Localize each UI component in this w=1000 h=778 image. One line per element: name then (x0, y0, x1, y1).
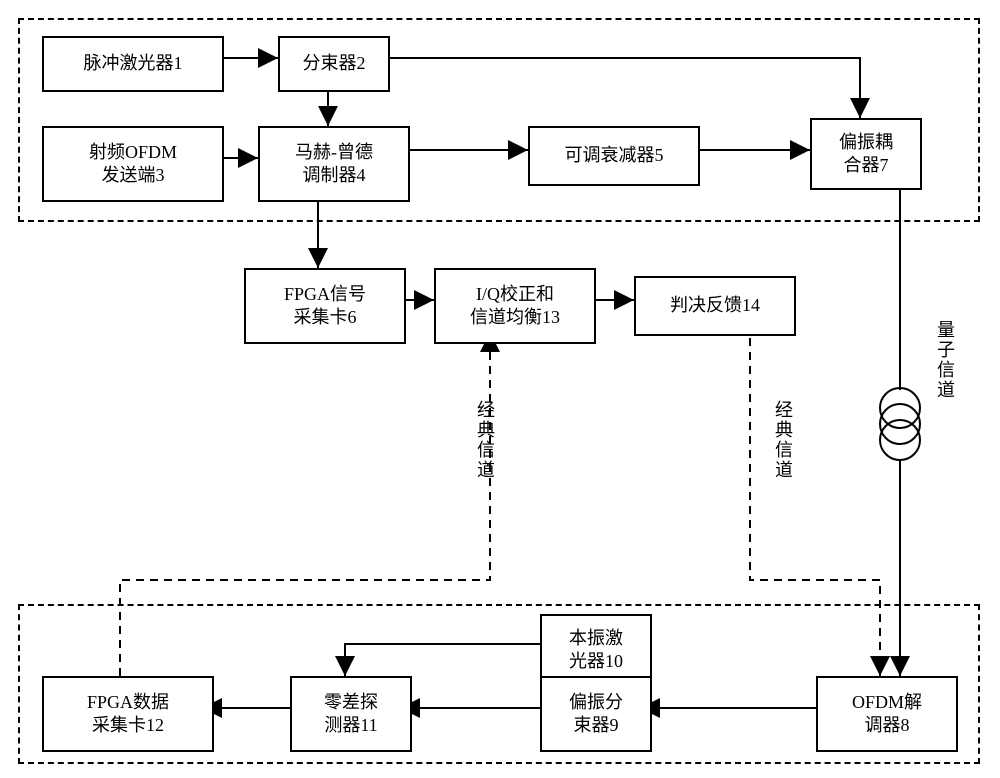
node-label: 可调衰减器5 (565, 144, 664, 167)
node-label-line: 光器10 (569, 650, 623, 673)
node-label-line: 测器11 (324, 714, 378, 737)
node-label-line: 马赫-曾德 (295, 141, 373, 164)
node-label: 分束器2 (303, 52, 366, 75)
node-label-line: I/Q校正和 (470, 283, 560, 306)
node-rf-ofdm-tx-3: 射频OFDM发送端3 (42, 126, 224, 202)
node-pulse-laser-1: 脉冲激光器1 (42, 36, 224, 92)
node-homodyne-det-11: 零差探测器11 (290, 676, 412, 752)
connections-svg (0, 0, 1000, 778)
node-label-line: FPGA数据 (87, 691, 169, 714)
node-ofdm-demod-8: OFDM解调器8 (816, 676, 958, 752)
node-label-line: 射频OFDM (89, 141, 177, 164)
node-label-line: 偏振耦 (839, 131, 893, 154)
node-label-line: 合器7 (839, 154, 893, 177)
node-fpga-data-12: FPGA数据采集卡12 (42, 676, 214, 752)
node-label-line: 偏振分 (569, 691, 623, 714)
node-label: 判决反馈14 (670, 294, 760, 317)
node-pol-splitter-9: 偏振分束器9 (540, 676, 652, 752)
node-fpga-acq-6: FPGA信号采集卡6 (244, 268, 406, 344)
node-attenuator-5: 可调衰减器5 (528, 126, 700, 186)
node-label-line: FPGA信号 (284, 283, 366, 306)
node-label-line: 采集卡6 (284, 306, 366, 329)
node-label: 脉冲激光器1 (84, 52, 183, 75)
diagram-canvas: 脉冲激光器1 分束器2 射频OFDM发送端3 马赫-曾德调制器4 可调衰减器5 … (0, 0, 1000, 778)
label-quantum-channel: 量子信道 (932, 320, 958, 400)
node-label-line: 发送端3 (89, 164, 177, 187)
node-label-line: OFDM解 (852, 691, 922, 714)
node-mz-modulator-4: 马赫-曾德调制器4 (258, 126, 410, 202)
node-label-line: 采集卡12 (87, 714, 169, 737)
label-classical-channel-1: 经典信道 (472, 400, 498, 480)
node-decision-feedback-14: 判决反馈14 (634, 276, 796, 336)
node-label-line: 调制器4 (295, 164, 373, 187)
label-classical-channel-2: 经典信道 (770, 400, 796, 480)
node-label-line: 调器8 (852, 714, 922, 737)
node-label-line: 本振激 (569, 627, 623, 650)
node-label-line: 束器9 (569, 714, 623, 737)
node-label-line: 零差探 (324, 691, 378, 714)
node-label-line: 信道均衡13 (470, 306, 560, 329)
node-pol-coupler-7: 偏振耦合器7 (810, 118, 922, 190)
node-splitter-2: 分束器2 (278, 36, 390, 92)
node-iq-eq-13: I/Q校正和信道均衡13 (434, 268, 596, 344)
